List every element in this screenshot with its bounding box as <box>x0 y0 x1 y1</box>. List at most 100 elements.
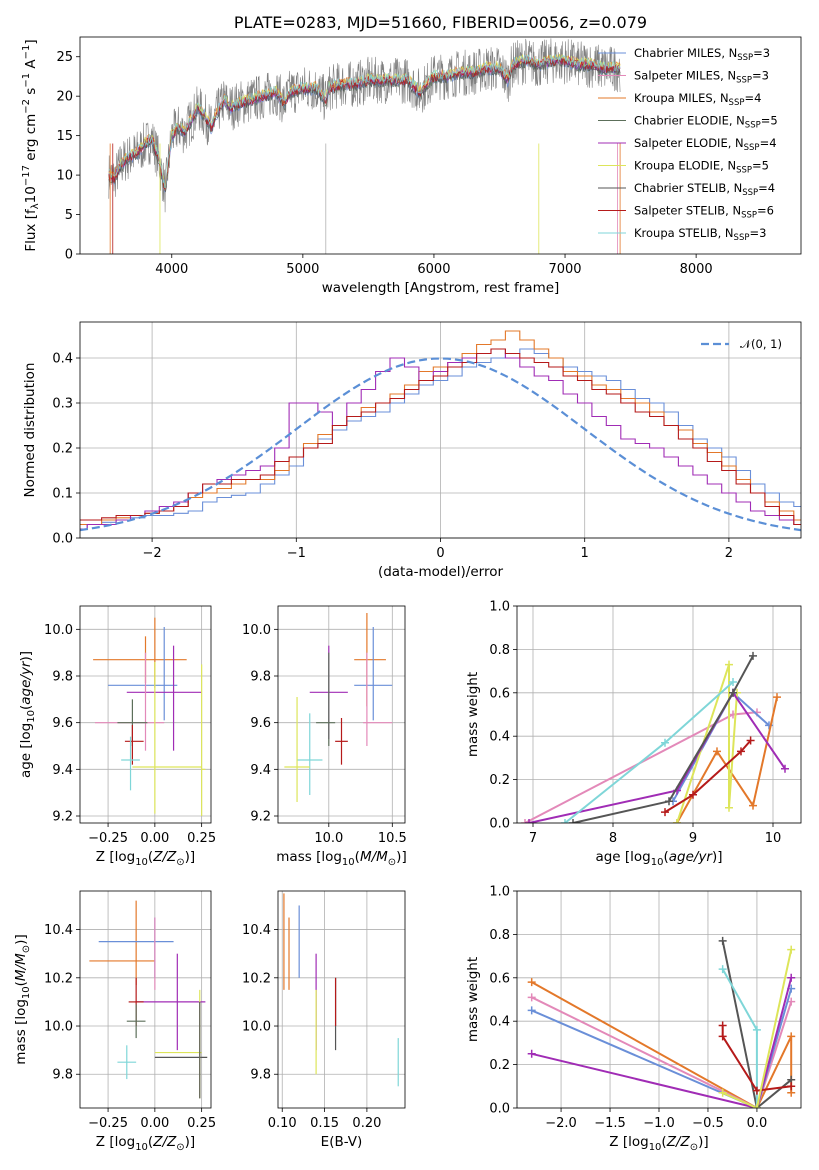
errorbar-point <box>354 627 393 721</box>
plot-area <box>108 38 621 254</box>
label-part: Salpeter STELIB, N <box>634 204 741 218</box>
axes-frame <box>79 605 212 824</box>
y-tick-label: 0.2 <box>52 442 73 457</box>
weight-marker <box>661 738 669 747</box>
label-part: ( <box>148 1134 153 1150</box>
label-part: Kroupa MILES, N <box>634 91 729 105</box>
weight-series <box>718 945 796 1108</box>
x-tick-label: 10.5 <box>378 831 407 846</box>
y-tick-label: 0.8 <box>489 643 510 658</box>
legend-label: Kroupa MILES, NSSP=4 <box>634 91 761 108</box>
x-tick-label: −0.5 <box>692 1116 724 1131</box>
panel-7: −2.0 −1.5 −1.0 −0.5 0.0 0.0 0.2 0.4 0.6 0.8 1.0 Z [… <box>465 885 802 1153</box>
weight-marker <box>527 1006 536 1015</box>
weight-marker <box>787 973 796 982</box>
y-tick-label: 10 <box>56 169 73 184</box>
label-part: Z/Z <box>152 1134 177 1150</box>
weight-line <box>564 681 734 823</box>
y-axis-label: age [log10(age/yr)] <box>18 651 37 778</box>
y-tick-label: 1.0 <box>489 600 510 615</box>
weight-marker <box>718 936 727 945</box>
y-tick-label: 9.2 <box>250 810 271 825</box>
y-tick-label: 9.4 <box>52 763 73 778</box>
label-part: −17 <box>21 165 32 186</box>
y-axis-label: Flux [fλ10−17 erg cm−2 s−1 A−1] <box>21 39 41 251</box>
weight-marker <box>718 1088 727 1097</box>
label-part: 10 <box>651 857 664 868</box>
plot-area <box>527 936 796 1108</box>
label-part: ] <box>23 39 39 44</box>
label-part: s <box>23 88 39 99</box>
weight-marker <box>718 1032 727 1041</box>
weight-marker <box>725 660 733 669</box>
y-tick-label: 9.6 <box>52 716 73 731</box>
label-part: =3 <box>752 69 769 83</box>
label-part: =5 <box>752 159 769 173</box>
weight-series <box>673 693 781 823</box>
panel-2: −0.25 0.00 0.259.29.49.69.810.0Z [log10(Z/… <box>18 605 216 868</box>
panel-1: −2 −1 0 1 2 0.0 0.1 0.2 0.3 0.4 (data-model)/error… <box>22 321 802 580</box>
label-part: 10 <box>649 1142 662 1153</box>
x-tick-label: 0.25 <box>187 831 216 846</box>
weight-marker <box>752 1086 761 1095</box>
y-tick-label: 0.2 <box>489 1058 510 1073</box>
y-tick-label: 10.4 <box>242 923 271 938</box>
label-part: Z [log <box>96 849 135 865</box>
plot-area <box>89 900 208 1099</box>
errorbar-point <box>126 1004 146 1039</box>
weight-marker <box>525 819 533 823</box>
label-part: Kroupa STELIB, N <box>634 226 734 240</box>
label-part: ( <box>148 849 153 865</box>
plot-area <box>284 613 393 802</box>
x-tick-label: −1.0 <box>643 1116 675 1131</box>
weight-line <box>531 977 793 1108</box>
y-tick-label: 9.6 <box>250 716 271 731</box>
label-part: 10 <box>26 710 37 723</box>
label-part: Chabrier MILES, N <box>634 46 737 60</box>
weight-series <box>527 993 796 1108</box>
errorbar-point <box>117 1045 137 1080</box>
label-part: Kroupa ELODIE, N <box>634 159 736 173</box>
y-tick-label: 9.8 <box>52 670 73 685</box>
label-part: −2 <box>21 99 32 114</box>
weight-marker <box>737 747 745 756</box>
weight-marker <box>718 1021 727 1030</box>
label-part: A <box>23 59 39 73</box>
histogram-step <box>80 348 801 530</box>
label-part: 10 <box>342 857 355 868</box>
y-tick-label: 10.0 <box>44 1020 73 1035</box>
weight-marker <box>787 997 796 1006</box>
weight-line <box>572 655 754 823</box>
x-tick-label: −2 <box>143 546 162 561</box>
y-tick-label: 10.2 <box>242 971 271 986</box>
label-part: ⊙ <box>176 1142 184 1153</box>
label-part: SSP <box>741 211 757 221</box>
axes-frame <box>516 605 802 824</box>
weight-marker <box>752 1025 761 1034</box>
label-part: Chabrier ELODIE, N <box>634 114 745 128</box>
label-part: =6 <box>757 204 774 218</box>
x-axis-label: age [log10(age/yr)] <box>595 849 722 868</box>
panel-0: 4000 5000 6000 7000 8000 0 5 10 15 20 25 wavelength… <box>21 36 802 296</box>
ticks: 4000 5000 6000 7000 8000 0 5 10 15 20 25 <box>56 50 712 277</box>
label-part: age/yr <box>669 849 714 865</box>
x-tick-label: −2.0 <box>545 1116 577 1131</box>
label-part: ( <box>13 981 29 986</box>
errorbar-point <box>126 645 202 751</box>
y-tick-label: 10.4 <box>44 923 73 938</box>
x-tick-label: 1 <box>581 546 589 561</box>
label-part: ⊙ <box>690 1142 698 1153</box>
chart-title: PLATE=0283, MJD=51660, FIBERID=0056, z=0… <box>234 13 647 32</box>
weight-marker <box>746 736 755 745</box>
axes-frame <box>516 890 802 1109</box>
label-part: mass [log <box>276 849 342 865</box>
axes-frame <box>79 890 212 1109</box>
label-part: )] <box>712 849 723 865</box>
weight-series <box>521 708 761 823</box>
x-tick-label: 0.20 <box>352 1116 381 1131</box>
weight-line <box>721 940 792 1108</box>
x-axis-label: Z [log10(Z/Z⊙)] <box>96 849 195 868</box>
y-tick-label: 0.0 <box>489 817 510 832</box>
weight-marker <box>749 801 757 810</box>
y-tick-label: 0.4 <box>489 1015 510 1030</box>
